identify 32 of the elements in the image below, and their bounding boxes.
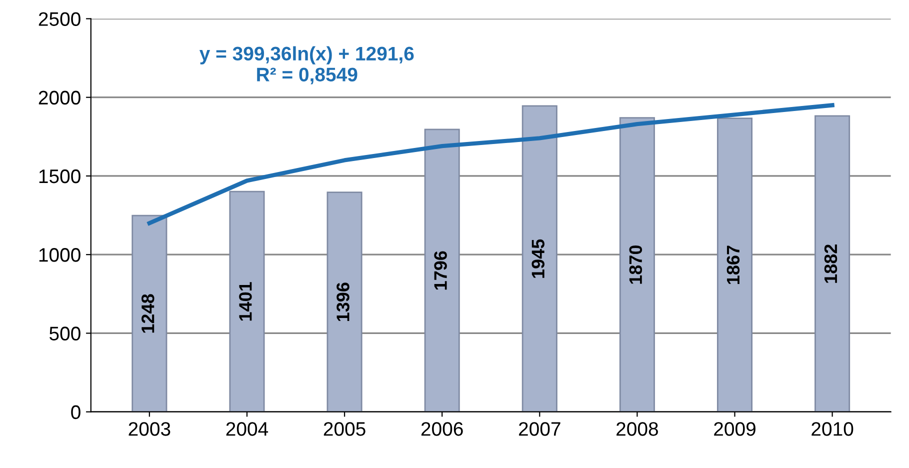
y-tick-label: 2500 bbox=[38, 12, 80, 26]
y-tick-label: 1500 bbox=[39, 169, 80, 184]
bar bbox=[229, 190, 265, 412]
bar bbox=[424, 128, 460, 412]
y-tick-label: 2000 bbox=[38, 90, 80, 105]
bar bbox=[522, 105, 558, 412]
bar bbox=[716, 118, 753, 412]
data-label: 1401 bbox=[239, 282, 252, 321]
data-label: 1796 bbox=[434, 251, 447, 290]
data-label: 1945 bbox=[532, 239, 544, 278]
data-label: 1882 bbox=[824, 244, 838, 283]
x-tick-label: 2003 bbox=[128, 422, 170, 436]
data-label: 1248 bbox=[141, 294, 154, 333]
data-label: 1867 bbox=[726, 246, 740, 284]
bar bbox=[814, 115, 850, 412]
bar bbox=[326, 192, 362, 412]
line-series bbox=[147, 103, 834, 226]
x-tick-label: 2008 bbox=[616, 422, 658, 436]
bar bbox=[619, 117, 655, 412]
x-tick-label: 2004 bbox=[226, 422, 268, 436]
y-tick-label: 0 bbox=[71, 405, 80, 420]
bar bbox=[132, 214, 168, 412]
y-tick-label: 500 bbox=[50, 326, 80, 340]
x-tick-label: 2009 bbox=[714, 422, 756, 436]
x-tick-label: 2010 bbox=[812, 422, 854, 436]
data-label: 1396 bbox=[336, 282, 350, 322]
x-tick-label: 2005 bbox=[324, 422, 366, 436]
y-tick-label: 1000 bbox=[39, 248, 80, 262]
data-label: 1870 bbox=[629, 245, 642, 284]
x-tick-label: 2007 bbox=[518, 422, 560, 436]
annotation: y = 399,36ln(x) + 1291,6 R² = 0,8549 bbox=[199, 46, 414, 84]
x-tick-label: 2006 bbox=[421, 422, 463, 436]
